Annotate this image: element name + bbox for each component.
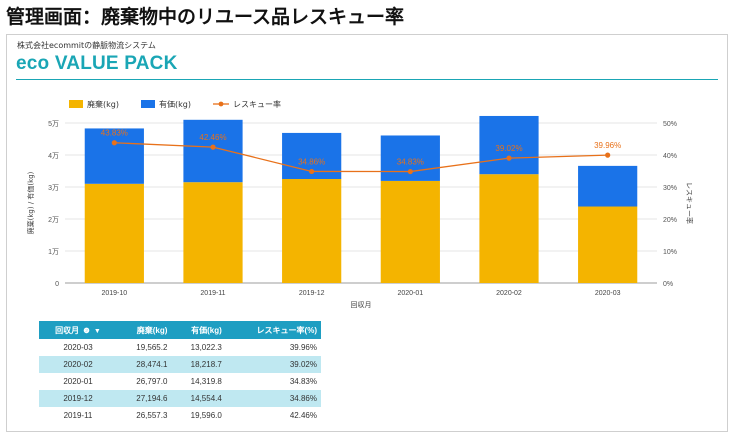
rescue-rate-label: 43.83% [101, 129, 128, 138]
table-row: 2019-12 27,194.6 14,554.4 34.86% [39, 390, 321, 407]
col-header-valuable[interactable]: 有価(kg) [171, 321, 226, 339]
cell-valuable: 14,319.8 [190, 377, 222, 386]
x-tick-label: 2020-01 [397, 290, 423, 297]
bar-waste [578, 206, 638, 283]
y-left-tick-label: 3万 [48, 184, 59, 192]
cell-rescue: 34.83% [289, 377, 317, 386]
bar-valuable [84, 128, 144, 184]
table-row: 2019-11 26,557.3 19,596.0 42.46% [39, 407, 321, 424]
bar-waste [479, 174, 539, 283]
brand-divider [16, 79, 718, 80]
col-header-month[interactable]: 回収月 ❷ ▼ [39, 321, 117, 339]
cell-rescue: 42.46% [289, 411, 317, 420]
legend-label-valuable: 有価(kg) [159, 99, 191, 109]
y-right-tick-label: 40% [663, 153, 677, 160]
cell-month: 2020-01 [63, 377, 93, 386]
rescue-rate-line [114, 142, 608, 173]
x-axis-title: 回収月 [351, 301, 372, 309]
x-tick-label: 2019-10 [101, 290, 127, 297]
cell-waste: 28,474.1 [117, 356, 172, 373]
rescue-rate-label: 34.86% [298, 157, 325, 166]
col-header-rescue[interactable]: レスキュー率(%) [225, 321, 321, 339]
y-right-tick-label: 0% [663, 281, 673, 288]
rescue-rate-label: 39.96% [594, 141, 621, 150]
help-icon[interactable]: ❷ [83, 327, 90, 335]
report-panel: 株式会社ecommitの静脈物流システム eco VALUE PACK 0 0% 1… [6, 34, 728, 432]
bar-waste [380, 180, 440, 283]
y-left-tick-label: 2万 [48, 216, 59, 224]
legend-swatch-valuable [141, 100, 155, 108]
y-left-axis-title: 廃棄(kg) / 有価(kg) [26, 171, 35, 234]
legend-swatch-rescue-dot [218, 101, 224, 107]
y-right-tick-label: 10% [663, 249, 677, 256]
rescue-rate-point [210, 144, 216, 150]
cell-waste: 26,797.0 [136, 377, 168, 386]
table-header-row: 回収月 ❷ ▼ 廃棄(kg) 有価(kg) レスキュー率(%) [39, 321, 321, 339]
brand-logo: eco VALUE PACK [16, 53, 178, 74]
legend-swatch-waste [69, 100, 83, 108]
bar-waste [282, 179, 342, 283]
cell-month: 2020-03 [63, 343, 93, 352]
col-header-month-label: 回収月 [55, 325, 80, 335]
page-title: 管理画面：廃棄物中のリユース品レスキュー率 [6, 6, 405, 28]
cell-rescue: 39.96% [289, 343, 317, 352]
cell-valuable: 14,554.4 [171, 390, 226, 407]
cell-waste: 19,565.2 [136, 343, 168, 352]
cell-month: 2020-02 [39, 356, 117, 373]
cell-month: 2019-12 [39, 390, 117, 407]
cell-valuable: 13,022.3 [190, 343, 222, 352]
combo-chart: 0 0% 1万 10% 2万 20% 3万 30% 4万 40% 5万 50% 2019-10 2019-… [26, 99, 694, 309]
cell-waste: 26,557.3 [136, 411, 168, 420]
rescue-rate-label: 34.83% [397, 158, 424, 167]
company-caption: 株式会社ecommitの静脈物流システム [17, 41, 156, 50]
legend-label-waste: 廃棄(kg) [87, 99, 119, 109]
y-right-axis-title: レスキュー率 [685, 182, 694, 224]
cell-valuable: 18,218.7 [171, 356, 226, 373]
col-header-waste[interactable]: 廃棄(kg) [117, 321, 172, 339]
cell-rescue: 34.86% [225, 390, 321, 407]
rescue-rate-label: 42.46% [199, 133, 226, 142]
x-tick-label: 2019-12 [299, 290, 325, 297]
table-row: 2020-03 19,565.2 13,022.3 39.96% [39, 339, 321, 356]
cell-month: 2019-11 [63, 411, 93, 420]
y-right-tick-label: 20% [663, 217, 677, 224]
x-tick-label: 2019-11 [200, 290, 225, 297]
bar-waste [183, 182, 243, 283]
cell-waste: 27,194.6 [117, 390, 172, 407]
y-right-tick-label: 50% [663, 121, 677, 128]
rescue-rate-label: 39.02% [495, 144, 522, 153]
x-tick-label: 2020-03 [595, 290, 621, 297]
cell-valuable: 19,596.0 [190, 411, 222, 420]
rescue-rate-point [111, 140, 117, 146]
rescue-rate-point [605, 152, 611, 158]
sort-desc-icon[interactable]: ▼ [93, 327, 101, 335]
bar-waste [84, 183, 144, 283]
y-left-tick-label: 1万 [48, 248, 59, 256]
y-left-tick-label: 0 [55, 281, 59, 288]
y-left-tick-label: 4万 [48, 152, 59, 160]
cell-rescue: 39.02% [225, 356, 321, 373]
rescue-rate-point [506, 155, 512, 161]
bar-valuable [183, 119, 243, 183]
bar-valuable [479, 115, 539, 175]
data-table: 回収月 ❷ ▼ 廃棄(kg) 有価(kg) レスキュー率(%) 2020-03 … [39, 321, 321, 424]
y-left-tick-label: 5万 [48, 120, 59, 128]
y-right-tick-label: 30% [663, 185, 677, 192]
table-row: 2020-01 26,797.0 14,319.8 34.83% [39, 373, 321, 390]
x-tick-label: 2020-02 [496, 290, 522, 297]
table-row: 2020-02 28,474.1 18,218.7 39.02% [39, 356, 321, 373]
legend-label-rescue: レスキュー率 [233, 99, 281, 109]
rescue-rate-point [407, 168, 413, 175]
bar-valuable [578, 165, 638, 207]
rescue-rate-point [309, 168, 315, 175]
